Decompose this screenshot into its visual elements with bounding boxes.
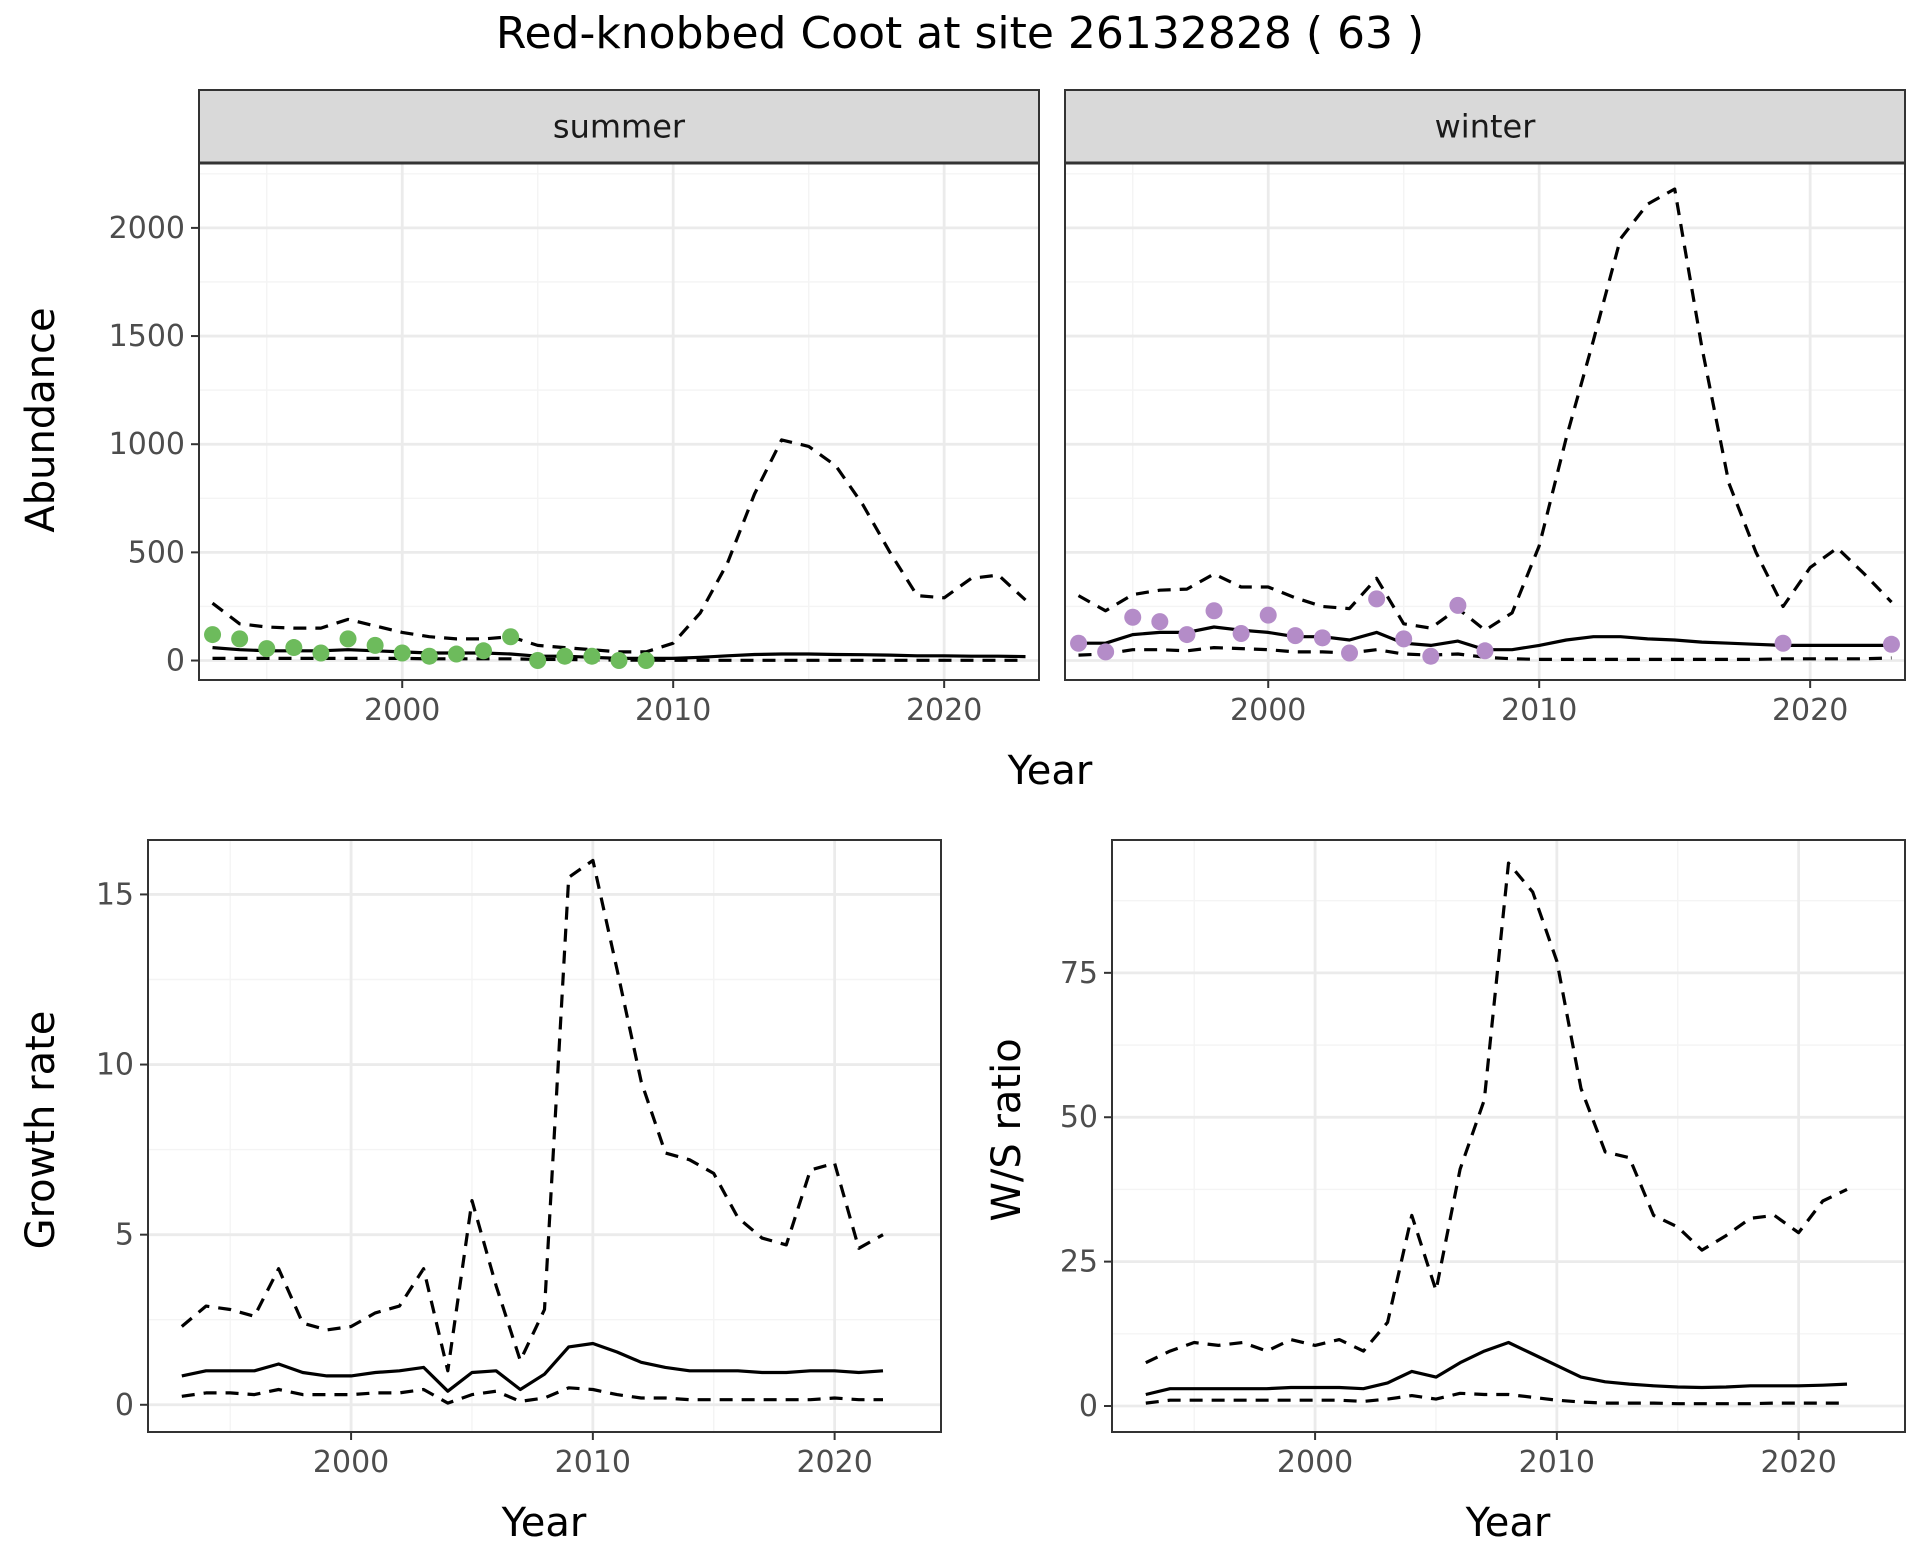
plot-background [1065,163,1905,680]
y-tick-label: 10 [96,1048,134,1083]
x-tick-label: 2000 [1230,693,1306,728]
x-tick-label: 2010 [1519,1445,1595,1480]
ylabel-growth: Growth rate [18,1011,64,1250]
y-tick-label: 0 [166,644,185,679]
series-line-lower [181,1386,883,1405]
shared-xlabel-top: Year [1007,748,1093,794]
data-point [1151,613,1169,631]
x-tick-label: 2000 [313,1445,389,1480]
x-tick-label: 2000 [1277,1445,1353,1480]
data-point [285,639,303,657]
x-tick-label: 2010 [1501,693,1577,728]
panel-summer: summer 2000 2010 2020 0 500 1000 1500 2000 [109,89,1040,728]
data-point [637,652,655,670]
data-point [1368,590,1386,608]
panel-growth-rate: 2000 2010 2020 0 5 10 15 [96,839,942,1480]
plot-border [147,839,942,1433]
y-tick-label: 15 [96,877,134,912]
ylabel-ws-ratio: W/S ratio [984,1038,1030,1221]
data-point [502,628,520,646]
y-tick-label: 25 [1060,1245,1098,1280]
data-point [204,626,222,644]
ylabel-abundance: Abundance [18,307,64,532]
y-tick-label: 5 [115,1218,134,1253]
data-point [529,652,547,670]
data-point [1070,634,1088,652]
figure-title: Red-knobbed Coot at site 26132828 ( 63 ) [496,8,1424,59]
x-tick-label: 2020 [906,693,982,728]
panel-winter: winter 2000 2010 2020 [1064,89,1906,728]
y-tick-label: 0 [115,1388,134,1423]
y-tick-label: 500 [128,535,185,570]
series-line-upper [211,438,1027,654]
y-tick-label: 0 [1079,1389,1098,1424]
data-point [1124,608,1142,626]
data-point [1313,629,1331,647]
facet-strip [1064,89,1906,164]
data-point [1097,643,1115,661]
y-tick-label: 75 [1060,956,1098,991]
xlabel-growth: Year [501,1500,587,1546]
data-point [258,640,276,658]
x-tick-label: 2020 [1760,1445,1836,1480]
panel-ws-ratio: 2000 2010 2020 0 25 50 75 [1060,839,1906,1480]
data-point [1232,624,1250,642]
plot-background [148,840,941,1432]
x-tick-label: 2010 [555,1445,631,1480]
data-point [1882,635,1900,653]
x-tick-label: 2020 [1772,693,1848,728]
data-point [1395,630,1413,648]
data-point [393,644,411,662]
plot-border [1111,839,1906,1433]
data-point [366,636,384,654]
data-point [1286,627,1304,645]
data-point [1774,634,1792,652]
data-point [1205,602,1223,620]
data-point [339,630,357,648]
y-tick-label: 1000 [109,427,185,462]
data-point [231,630,249,648]
y-tick-label: 1500 [109,319,185,354]
y-tick-label: 2000 [109,211,185,246]
plot-background [199,163,1039,680]
series-line-estimate [181,1341,884,1393]
data-point [556,647,574,665]
series-line-upper [1145,861,1848,1365]
facet-strip-label: summer [553,108,686,146]
data-point [583,647,601,665]
facet-strip-label: winter [1435,108,1537,146]
y-tick-label: 50 [1060,1100,1098,1135]
series-line-lower [1145,1391,1847,1406]
data-point [1476,642,1494,660]
facet-strip [198,89,1040,164]
data-point [447,645,465,663]
data-point [1422,647,1440,665]
data-point [420,647,438,665]
x-tick-label: 2020 [796,1445,872,1480]
x-tick-label: 2000 [364,693,440,728]
data-point [1449,596,1467,614]
x-tick-label: 2010 [635,693,711,728]
xlabel-ws-ratio: Year [1465,1500,1551,1546]
data-point [610,652,628,670]
data-point [1259,606,1277,624]
series-line-upper [180,858,884,1373]
data-point [1178,626,1196,644]
series-line-estimate [1145,1340,1848,1397]
data-point [312,644,330,662]
data-point [1341,644,1359,662]
data-point [475,642,493,660]
series-line-upper [1077,187,1893,632]
